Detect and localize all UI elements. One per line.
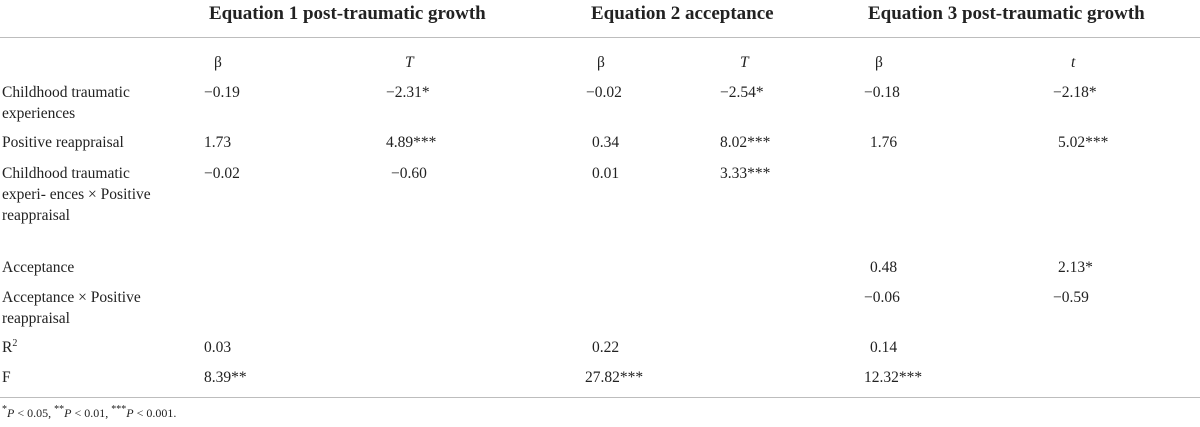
cell-r1-c1: −0.19 (204, 84, 240, 101)
cell-r6-c1: 0.03 (204, 339, 232, 356)
footnote-p-3: P (126, 406, 134, 420)
cell-r2-c4: 8.02*** (720, 134, 771, 151)
cell-r4-c6: 2.13* (1058, 259, 1093, 276)
cell-r6-c5: 0.14 (870, 339, 898, 356)
cell-r5-c5: −0.06 (864, 289, 900, 306)
header-divider (0, 37, 1200, 38)
cell-r2-c1: 1.73 (204, 134, 232, 151)
cell-r3-c4: 3.33*** (720, 165, 771, 182)
cell-r4-c5: 0.48 (870, 259, 898, 276)
cell-r1-c5: −0.18 (864, 84, 900, 101)
footnote-p-2: P (64, 406, 72, 420)
col-t-3: t (1071, 54, 1076, 71)
footer-divider (0, 397, 1200, 398)
row-label-interaction-childhood: Childhood traumatic experi- ences × Posi… (2, 163, 152, 226)
row-label-childhood-traumatic: Childhood traumatic experiences (2, 84, 130, 122)
header-equation-2: Equation 2 acceptance (591, 3, 774, 24)
cell-r3-c2: −0.60 (391, 165, 427, 182)
cell-r2-c5: 1.76 (870, 134, 898, 151)
footnote-sig-1: * (2, 404, 7, 415)
row-label-acceptance: Acceptance (2, 259, 75, 276)
header-equation-3: Equation 3 post-traumatic growth (868, 3, 1145, 24)
cell-r7-c3: 27.82*** (585, 369, 644, 386)
footnote-sig-3: *** (111, 404, 127, 415)
cell-r1-c3: −0.02 (586, 84, 622, 101)
footnote-text-3: < 0.001. (133, 406, 177, 420)
cell-r1-c2: −2.31* (386, 84, 430, 101)
footnote-p-1: P (7, 406, 15, 420)
row-label-interaction-text: Childhood traumatic experi- ences × Posi… (2, 165, 151, 224)
cell-r1-c6: −2.18* (1053, 84, 1097, 101)
cell-r2-c3: 0.34 (592, 134, 620, 151)
cell-r7-c5: 12.32*** (864, 369, 923, 386)
footnote-text-2: < 0.01, (71, 406, 112, 420)
col-t-1: T (405, 54, 414, 71)
cell-r3-c1: −0.02 (204, 165, 240, 182)
r-squared-exponent: 2 (12, 337, 18, 349)
row-label-positive-reappraisal: Positive reappraisal (2, 134, 124, 151)
row-label-f: F (2, 369, 11, 386)
header-equation-1: Equation 1 post-traumatic growth (209, 3, 486, 24)
footnote: *P < 0.05, **P < 0.01, ***P < 0.001. (2, 405, 176, 421)
cell-r2-c2: 4.89*** (386, 134, 437, 151)
cell-r1-c4: −2.54* (720, 84, 764, 101)
col-beta-1: β (214, 54, 222, 71)
col-beta-2: β (597, 54, 605, 71)
col-beta-3: β (875, 54, 883, 71)
r-squared-base: R (2, 339, 13, 356)
row-label-acceptance-interaction: Acceptance × Positive reappraisal (2, 289, 141, 327)
col-t-2: T (740, 54, 749, 71)
cell-r6-c3: 0.22 (592, 339, 620, 356)
row-label-r-squared: R2 (2, 337, 157, 358)
footnote-sig-2: ** (54, 404, 65, 415)
cell-r3-c3: 0.01 (592, 165, 620, 182)
cell-r2-c6: 5.02*** (1058, 134, 1109, 151)
footnote-text-1: < 0.05, (14, 406, 55, 420)
cell-r5-c6: −0.59 (1053, 289, 1089, 306)
cell-r7-c1: 8.39** (204, 369, 247, 386)
